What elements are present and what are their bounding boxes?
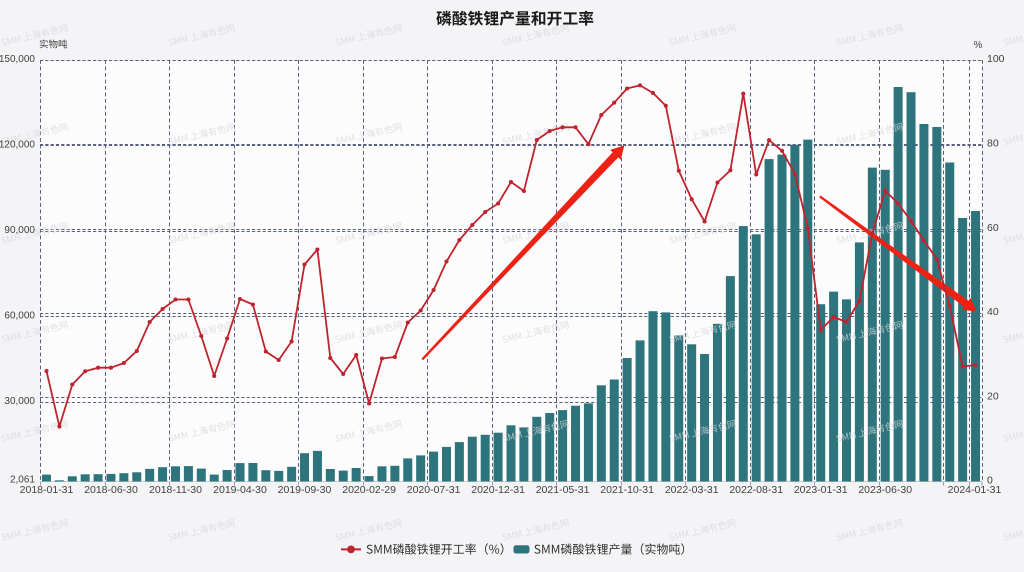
svg-text:80: 80 bbox=[987, 138, 999, 150]
svg-text:2018-11-30: 2018-11-30 bbox=[149, 484, 202, 496]
svg-text:20: 20 bbox=[987, 390, 999, 402]
svg-text:2023-01-31: 2023-01-31 bbox=[794, 484, 848, 496]
svg-text:2022-08-31: 2022-08-31 bbox=[729, 484, 783, 496]
svg-text:120,000: 120,000 bbox=[0, 140, 35, 151]
svg-text:2019-04-30: 2019-04-30 bbox=[213, 484, 267, 496]
svg-text:60: 60 bbox=[987, 222, 999, 234]
svg-text:40: 40 bbox=[987, 306, 999, 318]
svg-text:2020-07-31: 2020-07-31 bbox=[407, 484, 461, 496]
svg-text:2019-09-30: 2019-09-30 bbox=[278, 484, 332, 496]
svg-text:150,000: 150,000 bbox=[0, 54, 35, 65]
svg-text:2023-06-30: 2023-06-30 bbox=[858, 484, 912, 496]
svg-text:2020-12-31: 2020-12-31 bbox=[471, 484, 525, 496]
svg-text:2021-10-31: 2021-10-31 bbox=[600, 484, 654, 496]
svg-text:30,000: 30,000 bbox=[4, 396, 35, 407]
svg-text:2,061: 2,061 bbox=[10, 474, 35, 485]
svg-text:0: 0 bbox=[987, 475, 993, 487]
svg-text:%: % bbox=[974, 40, 983, 51]
svg-text:2024-01-31: 2024-01-31 bbox=[948, 484, 1002, 496]
svg-text:90,000: 90,000 bbox=[4, 225, 35, 236]
svg-text:2021-05-31: 2021-05-31 bbox=[536, 484, 590, 496]
svg-text:100: 100 bbox=[987, 53, 1005, 65]
svg-text:2018-06-30: 2018-06-30 bbox=[84, 484, 138, 496]
svg-text:2018-01-31: 2018-01-31 bbox=[20, 484, 74, 496]
svg-text:2020-02-29: 2020-02-29 bbox=[342, 484, 396, 496]
svg-text:60,000: 60,000 bbox=[4, 311, 35, 322]
svg-text:2022-03-31: 2022-03-31 bbox=[665, 484, 719, 496]
